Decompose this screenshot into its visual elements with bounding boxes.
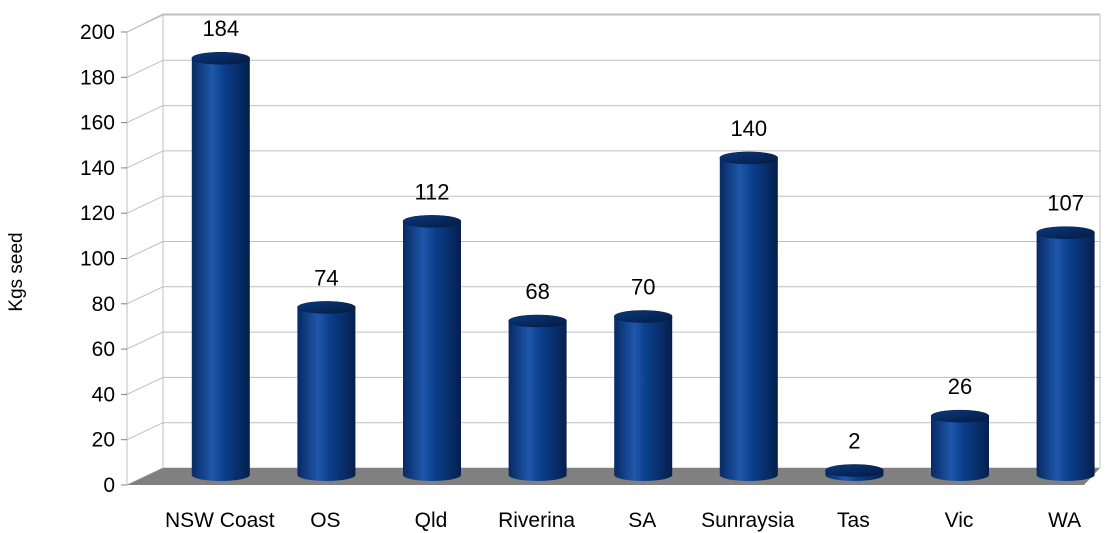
bar-body [931,416,989,481]
bar-cap [1036,226,1095,239]
bar [191,51,251,482]
x-axis-ticks: NSW Coast OS Qld Riverina SA Sunraysia Tas Vic W… [165,509,1081,532]
data-label: 68 [525,279,549,304]
bar-body [403,221,461,481]
bar [719,151,779,482]
y-axis-ticks: 0 20 40 60 80 100 120 140 160 180 200 [80,21,127,497]
bar-body [1036,232,1095,482]
bar [508,314,567,481]
data-label: 70 [631,274,655,299]
x-tick-label: OS [310,509,340,532]
grid-line-side [126,14,164,33]
bar [930,409,990,481]
bar-cap [930,409,990,423]
data-label: 140 [730,116,767,141]
grid-line-side [126,331,164,350]
y-tick-label: 100 [80,248,115,271]
data-label: 112 [414,179,449,204]
data-label: 2 [848,428,860,453]
bar-body [297,307,356,482]
y-axis-title: Kgs seed [6,232,27,311]
y-tick-label: 160 [80,112,115,135]
x-tick-label: Qld [415,509,448,532]
bar [825,464,884,482]
grid-line-side [126,195,164,214]
bar-cap [825,464,884,477]
x-tick-label: Sunraysia [701,509,795,532]
grid-line-side [126,59,164,78]
bar [297,301,356,482]
bars [191,51,1095,482]
data-label: 107 [1047,191,1084,216]
data-labels: 184 74 112 68 70 140 2 26 107 [202,16,1084,453]
x-tick-label: Vic [945,509,974,532]
bar-cap [508,314,567,328]
bar [613,310,673,482]
y-tick-label: 0 [103,474,115,497]
bar-cap [402,215,462,228]
data-label: 26 [948,374,972,399]
x-tick-label: Tas [837,509,870,532]
bar [402,215,462,481]
y-tick-label: 60 [92,338,115,361]
bar-body [508,320,567,481]
y-tick-label: 180 [80,66,115,89]
grid-line-side [126,422,164,441]
x-tick-label: WA [1048,509,1081,532]
grid-line-side [126,105,164,124]
bar-cap [613,310,673,323]
bar-cap [719,151,779,165]
bar-body [719,157,778,482]
y-tick-label: 200 [80,21,115,44]
grid-line-side [126,241,164,259]
y-tick-label: 80 [92,293,115,316]
x-tick-label: SA [628,509,656,532]
y-tick-label: 40 [92,383,115,406]
bar-cap [297,301,356,314]
y-tick-label: 140 [80,157,115,180]
grid-line-side [126,150,164,169]
y-tick-label: 20 [92,429,115,452]
bar-cap [191,51,251,65]
grid-line-side [126,286,164,305]
grid-line-side [126,376,164,395]
y-tick-label: 120 [80,202,115,225]
bar-body [191,58,250,482]
data-label: 184 [202,16,239,41]
bar-body [614,316,673,482]
data-label: 74 [314,265,338,290]
x-tick-label: Riverina [498,509,575,532]
bar [1036,226,1095,482]
x-tick-label: NSW Coast [165,509,275,532]
